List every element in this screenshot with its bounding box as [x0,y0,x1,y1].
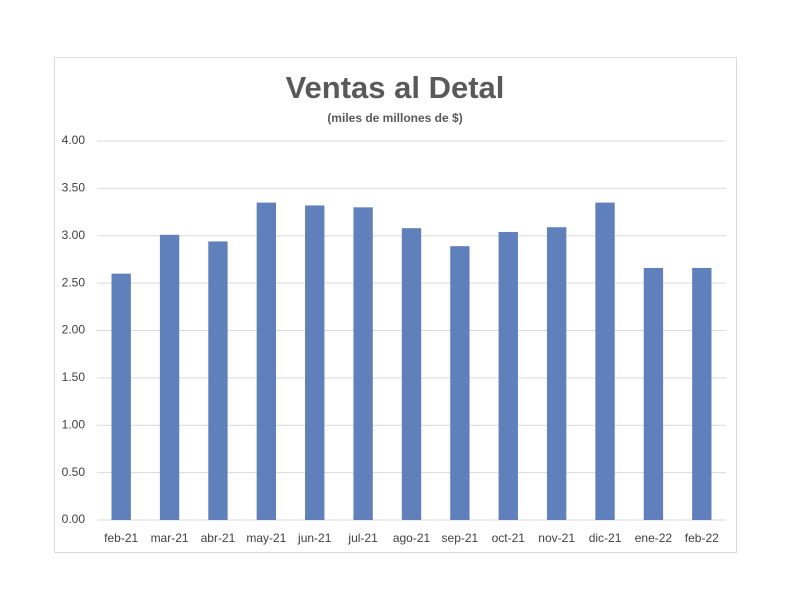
x-tick-label: jun-21 [297,531,332,545]
x-tick-label: feb-22 [685,531,719,545]
bar [498,231,518,520]
y-tick-label: 3.50 [62,181,86,195]
x-tick-label: sep-21 [442,531,479,545]
x-tick-label: jul-21 [347,531,378,545]
x-tick-label: ago-21 [393,531,431,545]
x-tick-label: oct-21 [492,531,526,545]
x-tick-label: mar-21 [151,531,189,545]
bar [546,227,567,520]
bar [256,202,277,520]
bar [692,267,712,520]
x-tick-label: feb-21 [104,531,138,545]
bar [208,241,228,520]
bar [401,228,422,521]
bar [643,267,664,520]
chart-subtitle: (miles de millones de $) [327,111,462,125]
y-tick-label: 4.00 [62,133,86,147]
x-tick-label: abr-21 [201,531,236,545]
bar [595,202,615,520]
x-tick-label: dic-21 [589,531,622,545]
y-tick-label: 2.00 [62,323,86,337]
y-tick-label: 1.50 [62,370,86,384]
y-tick-label: 3.00 [62,228,86,242]
chart-frame [54,57,737,553]
y-tick-label: 2.50 [62,275,86,289]
bar [111,273,131,520]
bar [305,205,325,520]
x-tick-label: nov-21 [538,531,575,545]
bar [450,246,470,521]
chart-title: Ventas al Detal [286,70,505,105]
x-tick-label: may-21 [246,531,286,545]
y-tick-label: 1.00 [62,417,86,431]
x-tick-label: ene-22 [635,531,673,545]
bar [159,234,180,521]
y-tick-label: 0.00 [62,512,86,526]
y-tick-label: 0.50 [62,465,86,479]
bar [353,207,373,520]
